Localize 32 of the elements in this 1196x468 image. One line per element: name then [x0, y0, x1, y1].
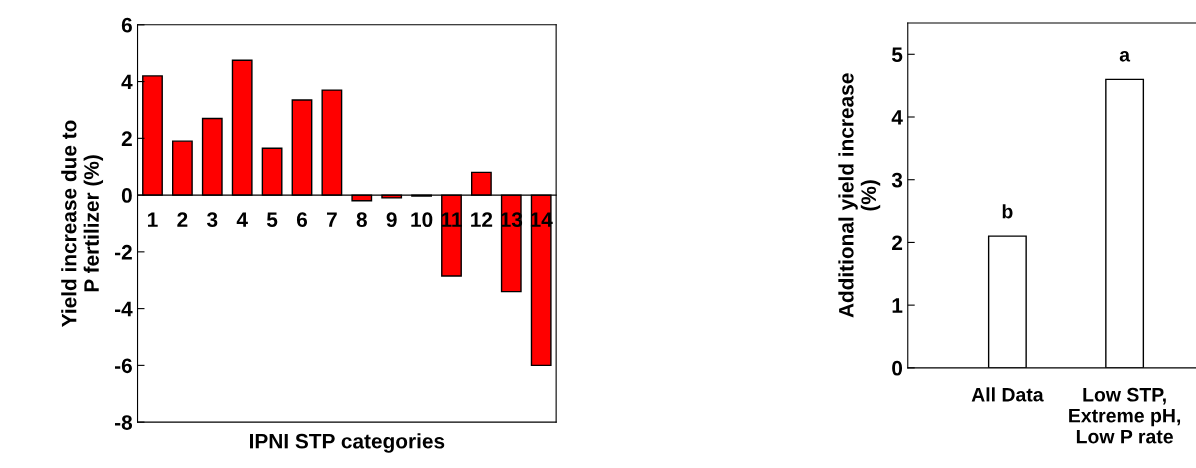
y-tick-label: 6 [121, 17, 132, 33]
annotation: b [1002, 204, 1013, 219]
x-tick-label: 5 [266, 212, 278, 228]
x-tick-label: 12 [471, 212, 493, 227]
x-tick-label: 10 [411, 212, 433, 228]
y-tick-label: 1 [892, 298, 903, 313]
y-tick-label: -2 [114, 244, 132, 260]
y-tick-label: 4 [891, 110, 903, 125]
x-tick-label: 9 [386, 212, 397, 228]
y-tick-label: 2 [121, 131, 132, 146]
x-axis-title: IPNI STP categories [250, 433, 445, 453]
x-tick-label: 6 [296, 212, 308, 228]
y-axis-title: Yield increase due to P fertilizer (%) [61, 120, 104, 327]
y-tick-label: -4 [114, 301, 133, 317]
y-axis-title: Additional yield increase (%) [838, 73, 881, 318]
annotation: a [1119, 50, 1131, 62]
x-tick-label: 3 [206, 212, 218, 228]
x-tick-label: 2 [177, 212, 188, 227]
x-tick-label: Low STP, Extreme pH, Low P rate [1069, 387, 1181, 444]
y-tick-label: -6 [114, 358, 132, 374]
y-tick-label: 3 [891, 172, 903, 188]
y-tick-label: 5 [891, 47, 903, 63]
x-tick-label: 7 [326, 212, 337, 227]
x-tick-label: 8 [356, 212, 367, 228]
y-tick-label: 2 [892, 235, 903, 250]
x-tick-label: 1 [148, 212, 158, 227]
x-tick-label: 4 [236, 212, 248, 227]
y-tick-label: 4 [121, 74, 133, 90]
y-tick-label: -8 [114, 415, 133, 430]
y-tick-label: 0 [121, 188, 132, 203]
x-tick-label: All Data [971, 387, 1044, 402]
y-tick-label: 0 [892, 360, 903, 376]
